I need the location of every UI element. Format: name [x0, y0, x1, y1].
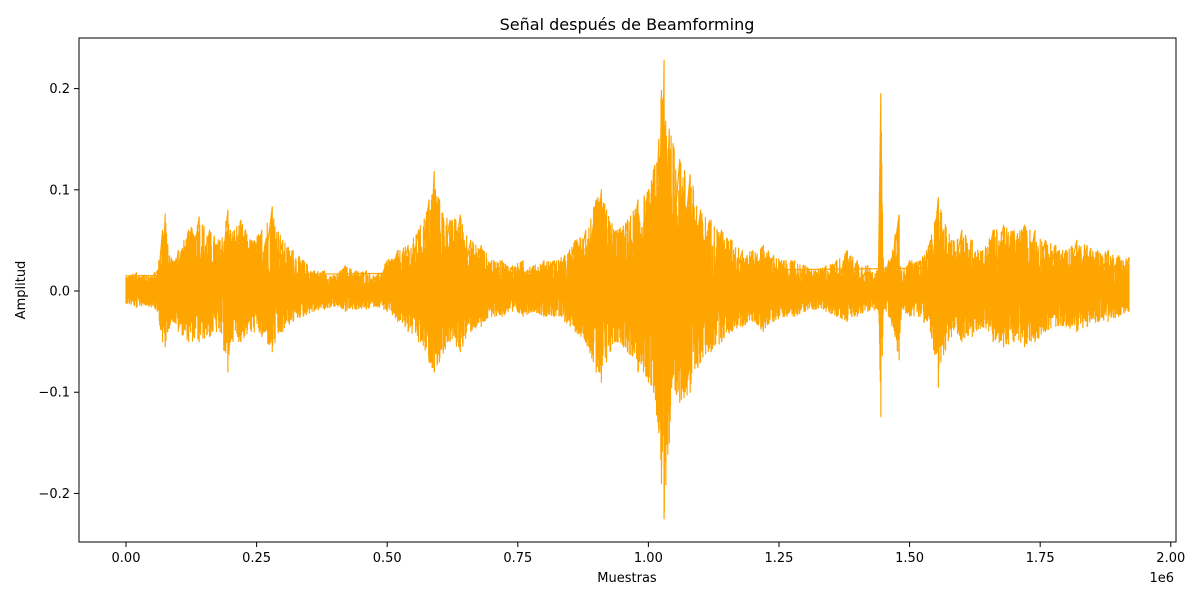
x-tick-label: 0.50	[373, 551, 402, 566]
signal-layer	[125, 59, 1130, 520]
x-tick-label: 1.75	[1026, 551, 1055, 566]
y-tick-label: 0.2	[49, 82, 70, 97]
x-axis-offset-label: 1e6	[1149, 571, 1174, 586]
chart-title: Señal después de Beamforming	[500, 15, 755, 34]
x-axis: 0.00 0.25 0.50 0.75 1.00 1.25 1.50 1.75 2.00	[112, 542, 1185, 566]
y-tick-label: −0.2	[38, 487, 70, 502]
signal-line	[125, 59, 1130, 520]
y-tick-label: 0.0	[49, 285, 70, 300]
y-axis-label: Amplitud	[14, 261, 29, 320]
plot-area	[78, 37, 1177, 543]
x-axis-label: Muestras	[597, 571, 657, 586]
x-tick-label: 2.00	[1156, 551, 1185, 566]
x-tick-label: 1.50	[895, 551, 924, 566]
x-tick-label: 0.25	[242, 551, 271, 566]
y-tick-label: −0.1	[38, 386, 70, 401]
x-tick-label: 0.75	[503, 551, 532, 566]
x-tick-label: 1.25	[765, 551, 794, 566]
plot-frame	[78, 37, 1177, 543]
x-tick-label: 1.00	[634, 551, 663, 566]
y-tick-label: 0.1	[49, 183, 70, 198]
y-axis: −0.2 −0.1 0.0 0.1 0.2	[38, 82, 79, 502]
x-tick-label: 0.00	[112, 551, 141, 566]
